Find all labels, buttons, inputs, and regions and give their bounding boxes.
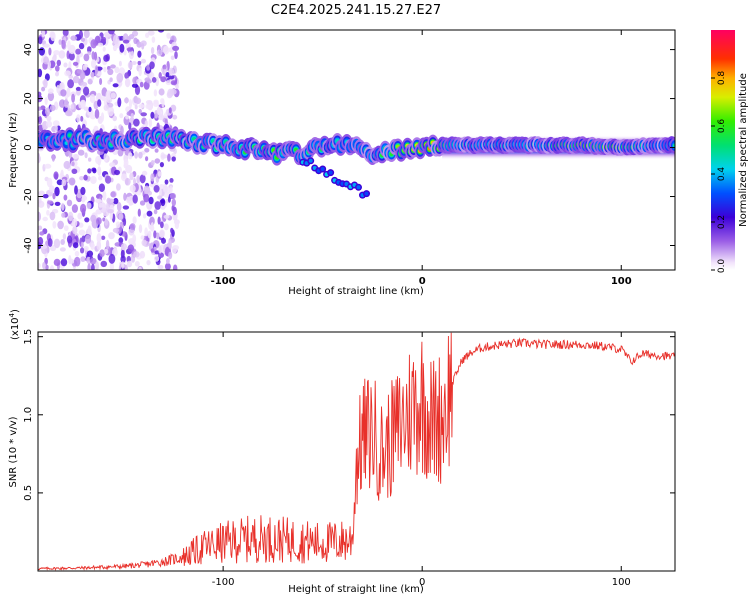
spectrogram-y-tick-label: 20: [23, 92, 34, 105]
snr-y-tick-label: 1.0: [23, 407, 34, 423]
snr-x-tick-label: 100: [612, 577, 631, 588]
snr-axes: -100 0 100 0.5 1.0 1.5: [23, 329, 675, 588]
snr-y-tick-label: 1.5: [23, 329, 34, 345]
snr-plot-frame: [37, 331, 676, 572]
spectrogram-x-tick-label: 100: [611, 276, 632, 287]
snr-x-tick-label: 0: [419, 577, 425, 588]
svg-text:(x104): (x104): [8, 309, 21, 340]
snr-x-axis-label: Height of straight line (km): [288, 584, 424, 595]
snr-line-layer: [38, 332, 675, 571]
spectrogram-ridge-cells: [38, 126, 675, 199]
spectrogram-y-tick-label: -20: [23, 188, 34, 204]
spectrogram-axes: -100 0 100 -40 -20 0 20 40: [23, 30, 675, 287]
snr-panel: -100 0 100 0.5 1.0 1.5 Height of straight lin…: [8, 309, 676, 595]
spectrogram-x-tick-label: 0: [419, 276, 426, 287]
snr-scale-suffix: ): [10, 309, 21, 313]
snr-y-tick-label: 0.5: [23, 485, 34, 501]
spectrogram-y-tick-label: -40: [23, 237, 34, 253]
spectrogram-x-tick-label: -100: [211, 276, 236, 287]
snr-series-line: [38, 332, 675, 571]
snr-y-axis-label: SNR (10 * v/v): [8, 416, 19, 487]
colorbar-tick-label: 0.6: [717, 119, 727, 134]
colorbar: 0.0 0.2 0.4 0.6 0.8 Normalized spectral ampl…: [711, 30, 749, 273]
snr-scale-exponent: 4: [8, 312, 16, 317]
spectrogram-panel: -100 0 100 -40 -20 0 20 40 Height of straight l…: [8, 29, 676, 297]
spectrogram-x-axis-label: Height of straight line (km): [288, 286, 424, 297]
snr-scale-label: (x104): [8, 309, 21, 340]
colorbar-ticks: 0.0 0.2 0.4 0.6 0.8: [711, 71, 727, 274]
spectrogram-y-axis-label: Frequency (Hz): [8, 112, 19, 188]
colorbar-tick-label: 0.2: [717, 215, 727, 229]
colorbar-tick-label: 0.8: [717, 71, 727, 86]
snr-x-tick-label: -100: [212, 577, 235, 588]
spectrogram-y-tick-label: 40: [23, 43, 34, 56]
colorbar-gradient: [711, 30, 735, 270]
colorbar-label: Normalized spectral amplitude: [738, 73, 749, 227]
spectrogram-plot-frame: [37, 29, 676, 271]
figure-title: C2E4.2025.241.15.27.E27: [271, 3, 441, 18]
snr-scale-prefix: (x10: [10, 317, 21, 340]
spectrogram-y-tick-label: 0: [23, 144, 34, 150]
colorbar-tick-label: 0.0: [717, 259, 727, 274]
colorbar-tick-label: 0.4: [717, 167, 727, 182]
spectrogram-heatmap: [38, 30, 675, 270]
